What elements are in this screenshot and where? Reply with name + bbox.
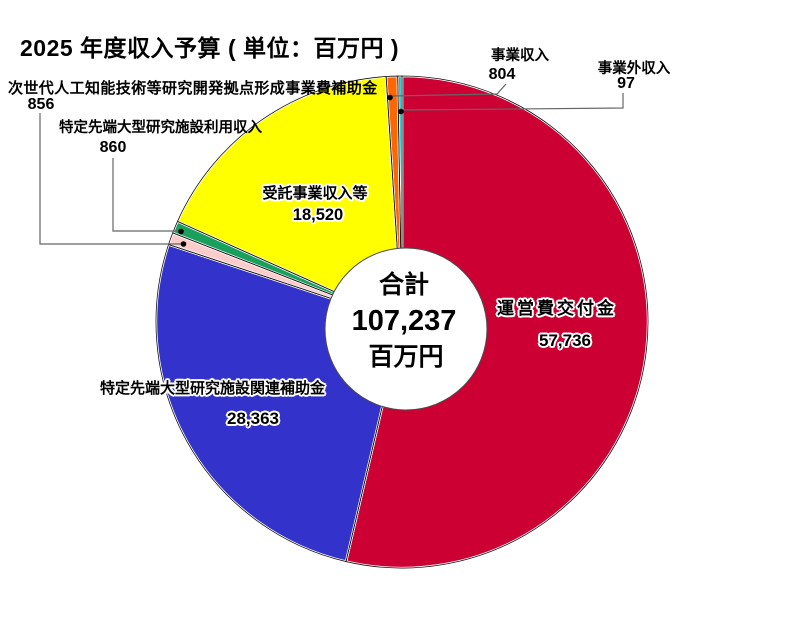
slice-value-jisedai: 856 (27, 96, 55, 113)
slice-value-unei: 57,736 (539, 331, 591, 350)
pie-slice-outline-6 (397, 75, 403, 323)
donut-hole (324, 247, 488, 411)
leader-dot-riyou (178, 228, 184, 235)
slice-label-kanren: 特定先端大型研究施設関連補助金 (100, 380, 326, 397)
pie-slice-outlines (155, 75, 649, 569)
leader-dot-jisedai (180, 241, 187, 247)
slice-label-jisedai: 次世代人工知能技術等研究開発拠点形成事業費補助金 (8, 80, 378, 97)
slice-label-jutaku: 受託事業収入等 (262, 185, 368, 202)
total-unit: 百万円 (368, 343, 444, 371)
slice-label-unei: 運営費交付金 (497, 299, 617, 318)
slice-value-kanren: 28,363 (227, 409, 279, 428)
slice-value-jigyou: 804 (488, 66, 516, 83)
slice-label-riyou: 特定先端大型研究施設利用収入 (59, 120, 262, 136)
slice-label-jigyou: 事業収入 (491, 48, 549, 64)
slice-label-jigyougai: 事業外収入 (597, 61, 671, 77)
slice-value-jutaku: 18,520 (292, 206, 344, 224)
leader-lines (39, 83, 624, 247)
leader-line-jigyougai (403, 93, 624, 111)
total-value: 107,237 (351, 305, 457, 337)
leader-dot-jigyougai (398, 108, 404, 115)
slice-value-riyou: 860 (99, 139, 127, 156)
leader-line-jisedai (39, 113, 181, 245)
pie-slice-outline-4 (176, 76, 403, 323)
total-heading: 合計 (378, 271, 430, 299)
pie-slice-outline-0 (345, 75, 649, 569)
leader-dot-jigyou (387, 94, 393, 101)
slice-value-jigyougai: 97 (617, 75, 635, 92)
pie-slice-outline-1 (155, 243, 403, 563)
leader-line-riyou (112, 158, 177, 232)
leader-line-jigyou (390, 83, 507, 97)
chart-title: 2025 年度収入予算 ( 単位：百万円 ) (20, 35, 400, 61)
